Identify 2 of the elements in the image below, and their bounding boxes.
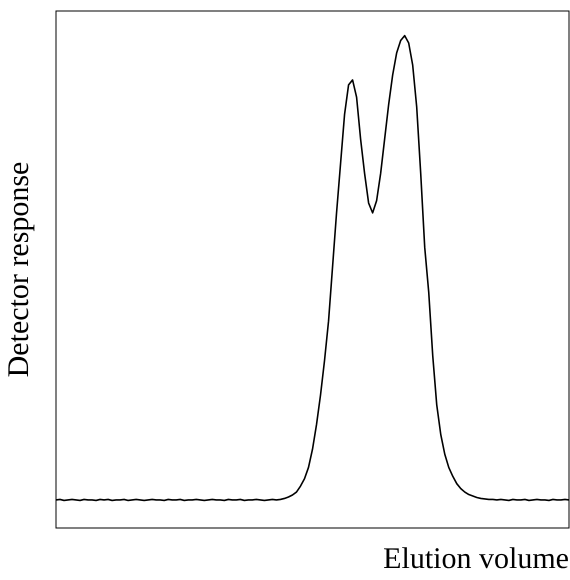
y-axis-title: Detector response (2, 162, 35, 378)
x-axis-title: Elution volume (383, 542, 569, 575)
